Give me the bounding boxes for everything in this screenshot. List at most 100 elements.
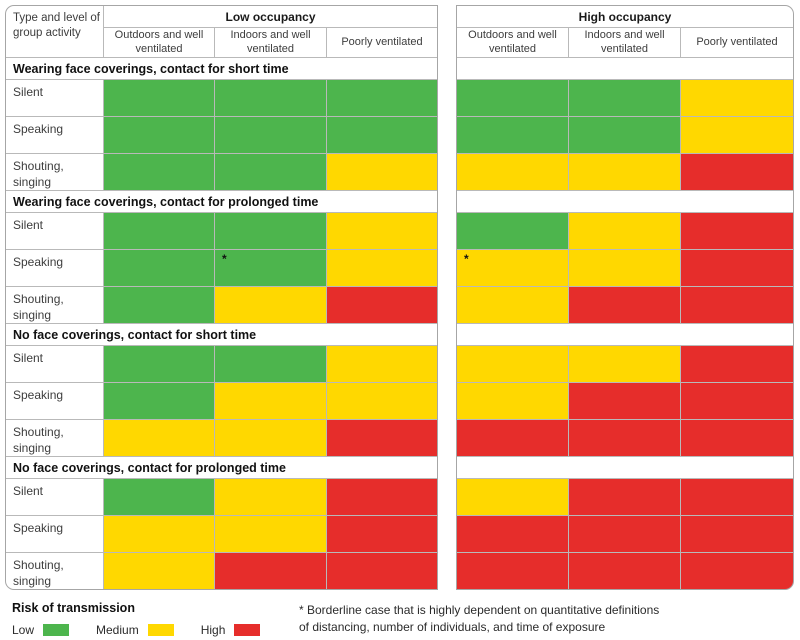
risk-cell-medium — [215, 383, 326, 419]
risk-cell-low — [104, 213, 214, 249]
legend-label: High — [200, 623, 226, 637]
high-occupancy-table: High occupancy Outdoors and well ventilat… — [456, 5, 794, 590]
risk-cell-high — [681, 346, 793, 382]
group-header-high-occupancy: High occupancy — [457, 6, 793, 27]
risk-cell-low — [215, 346, 326, 382]
risk-cell-high — [327, 553, 437, 589]
risk-cell-high — [215, 553, 326, 589]
risk-cell-medium — [104, 420, 214, 456]
row-label: Speaking — [6, 250, 103, 286]
section-title-spacer — [457, 58, 793, 79]
row-label: Speaking — [6, 516, 103, 552]
figure-footer: Risk of transmission Low Medium High * Bor… — [12, 601, 800, 637]
risk-cell-high — [569, 383, 680, 419]
risk-cell-high — [327, 516, 437, 552]
legend-swatch-medium — [147, 624, 174, 636]
row-label: Silent — [6, 213, 103, 249]
risk-cell-high — [681, 154, 793, 190]
risk-cell-low — [457, 117, 568, 153]
risk-cell-high — [569, 516, 680, 552]
risk-cell-high — [457, 553, 568, 589]
row-label: Silent — [6, 346, 103, 382]
legend-title: Risk of transmission — [12, 601, 135, 615]
risk-cell-high — [681, 516, 793, 552]
risk-cell-medium: * — [457, 250, 568, 286]
group-header-low-occupancy: Low occupancy — [104, 6, 437, 27]
risk-cell-medium — [457, 154, 568, 190]
risk-cell-high — [327, 287, 437, 323]
risk-cell-low — [327, 117, 437, 153]
section-title: No face coverings, contact for short tim… — [6, 324, 437, 345]
risk-cell-low — [215, 213, 326, 249]
risk-cell-low — [457, 80, 568, 116]
risk-cell-high — [569, 553, 680, 589]
risk-cell-medium — [569, 154, 680, 190]
borderline-asterisk: * — [222, 252, 227, 266]
risk-cell-high — [327, 479, 437, 515]
risk-cell-high — [681, 383, 793, 419]
low-occupancy-table: Type and level of group activity Low occu… — [5, 5, 438, 590]
risk-cell-high — [681, 213, 793, 249]
risk-cell-medium — [104, 516, 214, 552]
risk-cell-medium — [327, 346, 437, 382]
risk-cell-low — [569, 117, 680, 153]
row-label: Silent — [6, 479, 103, 515]
risk-cell-medium — [457, 346, 568, 382]
risk-cell-low — [215, 154, 326, 190]
risk-cell-medium — [681, 117, 793, 153]
borderline-asterisk: * — [464, 252, 469, 266]
risk-cell-medium — [457, 383, 568, 419]
risk-cell-high — [681, 287, 793, 323]
risk-cell-medium — [327, 154, 437, 190]
risk-cell-low — [104, 154, 214, 190]
risk-cell-medium — [215, 516, 326, 552]
risk-cell-medium — [569, 213, 680, 249]
risk-cell-low — [327, 80, 437, 116]
section-title-spacer — [457, 457, 793, 478]
corner-header: Type and level of group activity — [6, 6, 103, 57]
section-title-spacer — [457, 324, 793, 345]
risk-matrix-tables: Type and level of group activity Low occu… — [5, 5, 800, 590]
risk-cell-medium — [215, 479, 326, 515]
risk-cell-low — [104, 346, 214, 382]
risk-cell-medium — [681, 80, 793, 116]
risk-cell-high — [681, 420, 793, 456]
column-header: Indoors and well ventilated — [215, 28, 326, 57]
risk-cell-medium — [215, 287, 326, 323]
risk-cell-medium — [457, 479, 568, 515]
risk-cell-medium — [327, 213, 437, 249]
risk-cell-low — [104, 117, 214, 153]
section-title: No face coverings, contact for prolonged… — [6, 457, 437, 478]
section-title-spacer — [457, 191, 793, 212]
risk-cell-medium — [104, 553, 214, 589]
legend-swatch-high — [234, 624, 261, 636]
risk-cell-low — [104, 383, 214, 419]
risk-cell-medium — [327, 383, 437, 419]
risk-cell-high — [569, 479, 680, 515]
risk-cell-high — [681, 479, 793, 515]
risk-cell-high — [457, 516, 568, 552]
risk-cell-low — [104, 250, 214, 286]
risk-cell-medium — [569, 250, 680, 286]
footnote-line: * Borderline case that is highly depende… — [299, 603, 660, 617]
row-label: Shouting, singing — [6, 154, 103, 190]
risk-cell-low — [569, 80, 680, 116]
risk-cell-high — [327, 420, 437, 456]
risk-cell-high — [569, 287, 680, 323]
risk-cell-low: * — [215, 250, 326, 286]
legend-label: Medium — [96, 623, 139, 637]
column-header: Outdoors and well ventilated — [104, 28, 214, 57]
legend-item: High — [201, 623, 261, 637]
legend-swatch-low — [43, 624, 70, 636]
legend: Risk of transmission Low Medium High — [12, 601, 278, 637]
risk-cell-low — [104, 479, 214, 515]
risk-cell-medium — [327, 250, 437, 286]
legend-label: Low — [12, 623, 35, 637]
risk-cell-low — [457, 213, 568, 249]
risk-cell-high — [681, 250, 793, 286]
column-header: Poorly ventilated — [681, 28, 793, 57]
risk-cell-medium — [569, 346, 680, 382]
row-label: Speaking — [6, 117, 103, 153]
row-label: Shouting, singing — [6, 287, 103, 323]
